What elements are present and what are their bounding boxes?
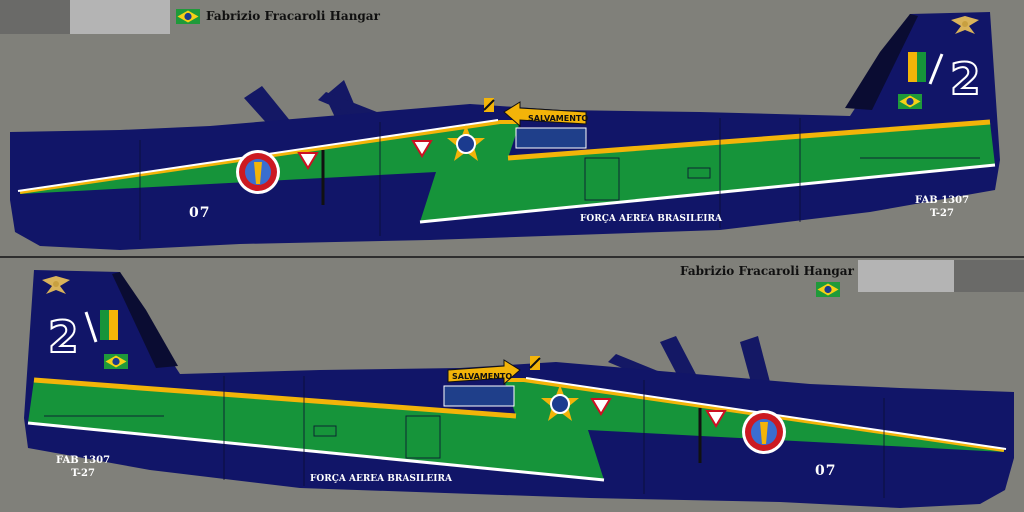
rescue-arrow-icon: SALVAMENTO: [503, 101, 588, 149]
rescue-label: SALVAMENTO: [528, 114, 588, 123]
gray-swatch-dark: [0, 0, 70, 34]
roundel-star-icon: [541, 385, 579, 421]
tail-number: 2: [48, 312, 79, 363]
registration-block: FAB 1307 T-27: [56, 454, 110, 480]
brazil-flag-icon: [104, 354, 128, 369]
credit-text: Fabrizio Fracaroli Hangar: [206, 9, 380, 23]
aircraft-profile-top: 2 SALVAMENTO: [10, 12, 1000, 250]
warning-triangle-icon: [297, 152, 319, 170]
model-text: T-27: [71, 468, 95, 479]
top-profile-panel: Fabrizio Fracaroli Hangar 2: [0, 0, 1000, 250]
green-band: [20, 122, 995, 222]
brazil-flag-icon: [176, 9, 200, 24]
squadron-badge-icon: [742, 410, 786, 454]
gray-swatch-light: [858, 260, 954, 292]
tail-leading-edge: [845, 14, 918, 110]
warning-triangle-icon: [705, 410, 727, 428]
warning-triangle-icon: [411, 140, 433, 158]
rescue-arrow-icon: SALVAMENTO: [443, 359, 521, 407]
propeller-blade: [740, 336, 770, 386]
green-band: [28, 380, 1004, 480]
side-number: 07: [189, 205, 211, 221]
bottom-profile-panel: Fabrizio Fracaroli Hangar 2: [0, 256, 1024, 512]
brazil-flag-icon: [816, 282, 840, 297]
registration-text: FAB 1307: [56, 455, 111, 466]
tail-number: 2: [950, 54, 981, 105]
rescue-label: SALVAMENTO: [452, 372, 512, 381]
warning-triangle-icon: [590, 398, 612, 416]
credit-text: Fabrizio Fracaroli Hangar: [680, 264, 854, 278]
aircraft-profile-bottom: 2 SALVAMENTO: [24, 270, 1014, 508]
air-force-eagle-icon: [42, 276, 70, 294]
service-text: FORÇA AEREA BRASILEIRA: [310, 474, 452, 484]
gray-swatch-light: [70, 0, 170, 34]
model-text: T-27: [930, 208, 954, 219]
air-force-eagle-icon: [951, 16, 979, 34]
side-number: 07: [815, 463, 837, 479]
roundel-star-icon: [447, 125, 485, 161]
brazil-flag-icon: [898, 94, 922, 109]
registration-text: FAB 1307: [915, 195, 970, 206]
gray-swatch-dark: [954, 260, 1024, 292]
tail-leading-edge: [112, 272, 178, 368]
service-text: FORÇA AEREA BRASILEIRA: [580, 214, 722, 224]
registration-block: FAB 1307 T-27: [915, 194, 969, 220]
squadron-badge-icon: [236, 150, 280, 194]
